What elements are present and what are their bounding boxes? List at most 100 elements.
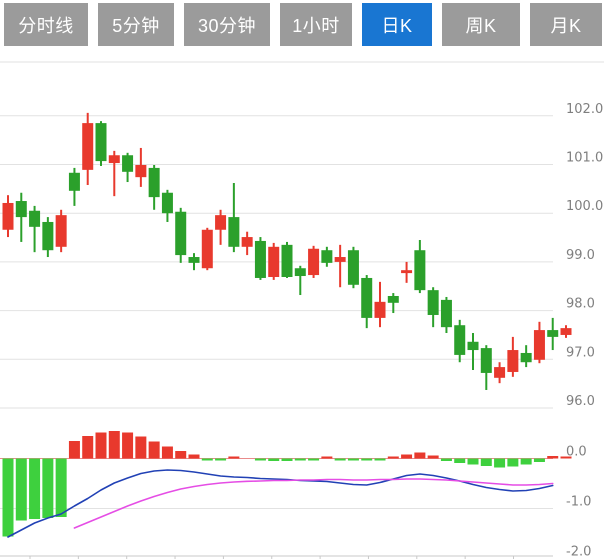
macd-axis-label: -1.0 (566, 495, 591, 510)
candle-body-down (122, 155, 134, 172)
price-axis-label: 101.0 (566, 151, 603, 166)
macd-bar-down (440, 458, 452, 461)
price-axis-label: 98.0 (566, 297, 595, 312)
price-axis-label: 100.0 (566, 199, 603, 214)
candle-body-down (148, 167, 160, 198)
candle-body-up (334, 257, 346, 262)
macd-bar-up (188, 454, 200, 459)
candle-body-up (494, 367, 506, 378)
macd-bar-down (347, 458, 359, 461)
candle-body-down (414, 250, 426, 291)
macd-bar-down (480, 458, 492, 466)
candle-body-down (254, 240, 266, 278)
candle-body-up (533, 330, 545, 360)
candle-body-down (42, 221, 54, 251)
macd-bar-down (268, 458, 280, 461)
macd-bar-up (95, 432, 107, 459)
macd-bar-down (520, 458, 532, 465)
macd-bar-up (135, 436, 147, 459)
macd-axis-label: 0.0 (566, 445, 587, 460)
macd-bar-up (161, 446, 173, 459)
macd-bar-down (15, 458, 27, 521)
macd-bar-down (254, 458, 266, 461)
macd-bar-down (533, 458, 545, 462)
price-axis-label: 96.0 (566, 394, 595, 409)
candle-body-up (135, 164, 147, 178)
candle-body-up (560, 328, 572, 335)
macd-bar-up (108, 431, 120, 459)
macd-bar-down (2, 458, 14, 537)
macd-bar-up (321, 456, 333, 459)
macd-bar-down (507, 458, 519, 467)
candle-body-down (175, 211, 187, 256)
candle-body-up (82, 123, 94, 170)
tab-period-4-active[interactable]: 日K (362, 3, 432, 46)
macd-bar-up (68, 441, 80, 459)
candle-body-down (161, 192, 173, 214)
period-tabbar: 分时线 5分钟 30分钟 1小时 日K 周K 月K (4, 3, 602, 46)
macd-bar-down (361, 458, 373, 461)
candle-body-up (268, 246, 280, 277)
candle-body-up (308, 248, 320, 276)
tab-period-2[interactable]: 30分钟 (184, 3, 270, 46)
tab-period-5[interactable]: 周K (442, 3, 520, 46)
candle-body-up (108, 155, 120, 164)
macd-bar-up (82, 436, 94, 459)
tab-period-6[interactable]: 月K (530, 3, 602, 46)
candle-body-down (454, 325, 466, 355)
macd-bar-down (308, 458, 320, 461)
macd-bar-down (494, 458, 506, 468)
candle-body-down (29, 210, 41, 227)
macd-axis-label: -2.0 (566, 545, 591, 559)
candle-body-down (427, 290, 439, 315)
candle-body-up (201, 229, 213, 269)
candle-body-down (68, 172, 80, 191)
macd-bar-up (547, 456, 559, 459)
candle-body-down (440, 299, 452, 328)
macd-bar-down (55, 458, 67, 517)
macd-dea-line (73, 478, 554, 529)
candle-body-up (55, 215, 67, 247)
macd-bar-up (401, 454, 413, 459)
macd-bar-down (467, 458, 479, 465)
macd-bar-up (387, 456, 399, 459)
price-axis-label: 99.0 (566, 248, 595, 263)
candle-body-down (467, 341, 479, 351)
candle-body-down (347, 250, 359, 285)
price-axis-label: 97.0 (566, 345, 595, 360)
candle-body-down (520, 352, 532, 363)
candle-body-down (387, 295, 399, 303)
macd-bar-up (228, 456, 240, 459)
candle-body-down (361, 277, 373, 318)
macd-bar-up (427, 455, 439, 459)
candle-body-down (547, 330, 559, 337)
candle-body-up (2, 202, 14, 230)
macd-bar-up (148, 441, 160, 459)
candle-body-down (321, 250, 333, 263)
macd-bar-up (175, 451, 187, 459)
macd-bar-down (454, 458, 466, 463)
candle-body-up (507, 350, 519, 372)
tab-period-1[interactable]: 5分钟 (98, 3, 174, 46)
candle-body-up (215, 215, 227, 230)
candle-body-down (480, 348, 492, 373)
macd-bar-down (29, 458, 41, 519)
tab-period-3[interactable]: 1小时 (280, 3, 352, 46)
price-axis-label: 102.0 (566, 102, 603, 117)
macd-bar-down (374, 458, 386, 461)
candle-body-down (95, 123, 107, 162)
macd-bar-up (414, 452, 426, 459)
macd-bar-down (294, 458, 306, 461)
candle-body-down (281, 244, 293, 277)
macd-bar-down (334, 458, 346, 461)
macd-bar-up (560, 456, 572, 459)
tab-period-0[interactable]: 分时线 (4, 3, 88, 46)
candle-body-down (15, 201, 27, 218)
candle-body-down (294, 268, 306, 277)
macd-bar-down (42, 458, 54, 518)
macd-bar-up (122, 432, 134, 459)
candle-body-down (188, 257, 200, 263)
macd-bar-down (215, 458, 227, 461)
